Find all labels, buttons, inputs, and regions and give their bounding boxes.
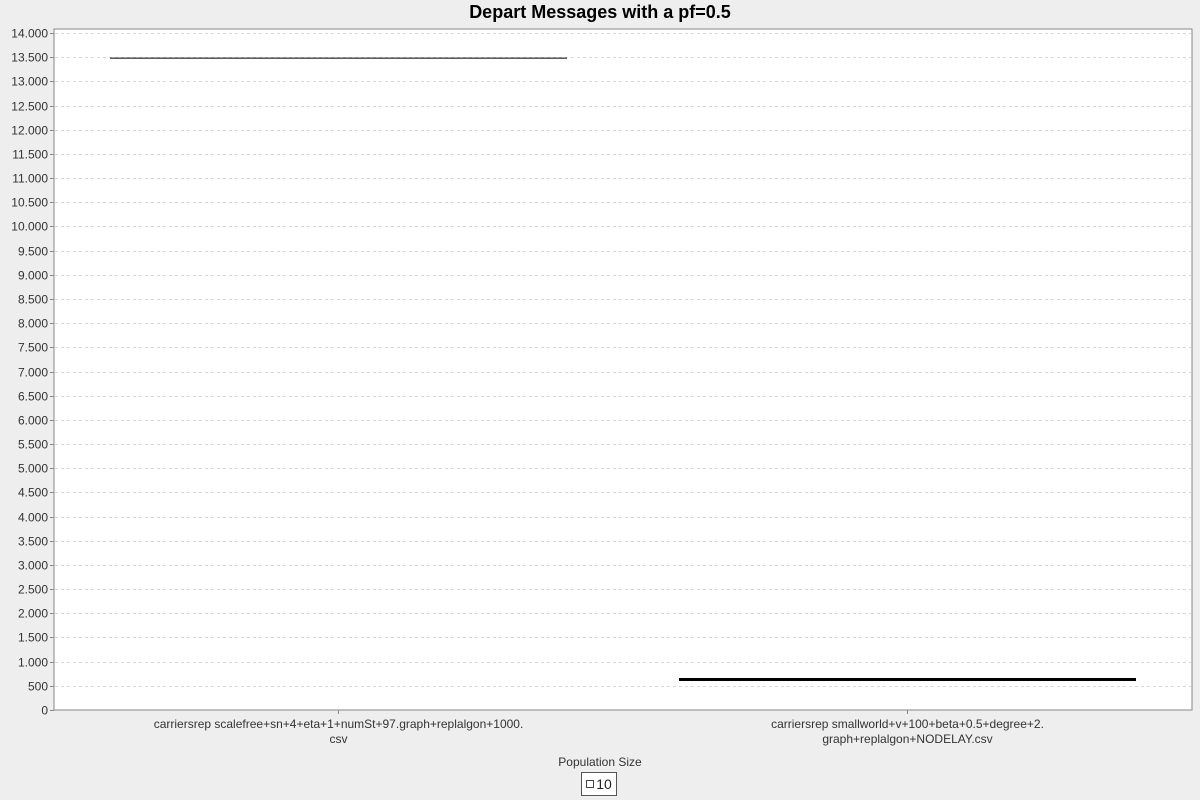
chart-title: Depart Messages with a pf=0.5 xyxy=(469,2,731,22)
y-tick-label: 5.000 xyxy=(18,462,48,476)
legend-entry-label: 10 xyxy=(596,776,612,792)
y-tick-label: 8.500 xyxy=(18,293,48,307)
y-tick-label: 7.000 xyxy=(18,366,48,380)
y-tick-label: 2.000 xyxy=(18,607,48,621)
legend-swatch xyxy=(586,780,595,788)
y-tick-label: 10.500 xyxy=(11,196,48,210)
y-tick-label: 7.500 xyxy=(18,341,48,355)
y-tick-label: 12.500 xyxy=(11,100,48,114)
y-tick-label: 11.500 xyxy=(12,148,48,162)
x-category-label-line2: csv xyxy=(330,732,348,746)
series-marks xyxy=(110,57,1136,682)
y-tick-label: 6.000 xyxy=(18,414,48,428)
y-tick-label: 11.000 xyxy=(12,172,48,186)
y-tick-label: 8.000 xyxy=(18,317,48,331)
y-tick-label: 0 xyxy=(41,704,48,718)
y-tick-label: 12.000 xyxy=(11,124,48,138)
y-tick-label: 3.500 xyxy=(18,535,48,549)
y-tick-label: 9.500 xyxy=(18,245,48,259)
y-tick-label: 1.500 xyxy=(18,631,48,645)
y-tick-label: 2.500 xyxy=(18,583,48,597)
y-tick-label: 9.000 xyxy=(18,269,48,283)
x-axis-categories: carriersrep scalefree+sn+4+eta+1+numSt+9… xyxy=(154,710,1044,746)
legend-title: Population Size xyxy=(558,755,642,769)
y-tick-label: 500 xyxy=(28,680,48,694)
legend: 10 xyxy=(581,772,617,796)
y-tick-label: 5.500 xyxy=(18,438,48,452)
x-category-label-line2: graph+replalgon+NODELAY.csv xyxy=(822,732,992,746)
y-axis-ticks: 0 500 1.000 1.500 2.000 2.500 3.000 3.500 4.000 4… xyxy=(11,27,54,718)
x-category-label: carriersrep scalefree+sn+4+eta+1+numSt+9… xyxy=(154,717,524,731)
y-tick-label: 10.000 xyxy=(11,220,48,234)
y-tick-label: 14.000 xyxy=(11,27,48,41)
x-category-label: carriersrep smallworld+v+100+beta+0.5+de… xyxy=(771,717,1044,731)
y-tick-label: 4.000 xyxy=(18,511,48,525)
y-tick-label: 6.500 xyxy=(18,390,48,404)
plot-area xyxy=(53,28,1193,711)
y-tick-label: 13.500 xyxy=(11,51,48,65)
y-tick-label: 3.000 xyxy=(18,559,48,573)
y-tick-label: 1.000 xyxy=(18,656,48,670)
y-tick-label: 4.500 xyxy=(18,486,48,500)
y-tick-label: 13.000 xyxy=(11,75,48,89)
